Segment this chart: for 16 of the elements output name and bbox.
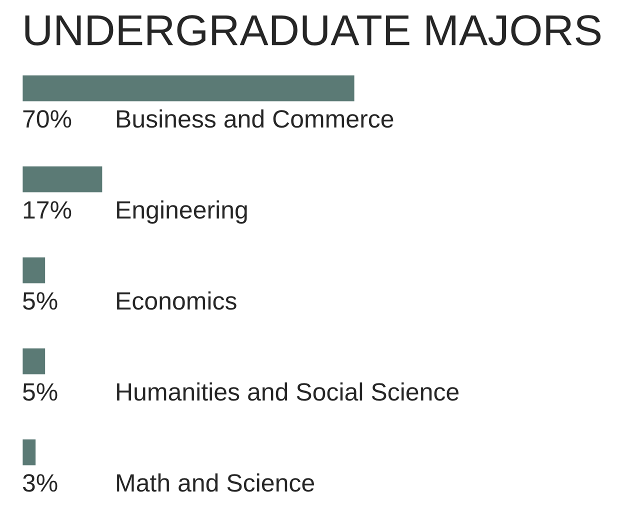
data-label: 17%: [24, 201, 72, 219]
y-tick-label: Business and Commerce: [117, 109, 394, 128]
y-tick-label: Economics: [117, 291, 236, 310]
data-label: 5%: [23, 383, 58, 401]
data-label: 70%: [23, 110, 72, 128]
data-label: 3%: [22, 474, 58, 492]
bar: [22, 438, 37, 467]
y-tick-label: Math and Science: [117, 473, 314, 492]
bar: [22, 74, 355, 103]
y-tick-label: Humanities and Social Science: [117, 382, 459, 401]
bar: [22, 346, 46, 376]
bar: [22, 164, 104, 194]
chart-title: UNDERGRADUATE MAJORS: [25, 15, 601, 46]
data-label: 5%: [23, 292, 58, 310]
bar: [22, 256, 46, 285]
y-tick-label: Engineering: [117, 200, 247, 224]
